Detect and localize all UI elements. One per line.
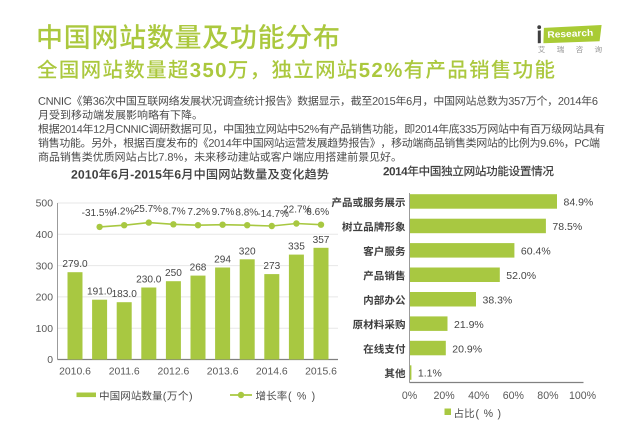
- svg-text:6.6%: 6.6%: [306, 207, 329, 218]
- svg-text:-31.5%: -31.5%: [82, 208, 114, 219]
- svg-text:84.9%: 84.9%: [564, 197, 594, 209]
- svg-text:0%: 0%: [402, 390, 418, 402]
- svg-text:279.0: 279.0: [62, 259, 88, 270]
- svg-text:300: 300: [36, 261, 54, 272]
- svg-text:268: 268: [190, 263, 207, 274]
- svg-text:2012.6: 2012.6: [158, 367, 190, 378]
- svg-text:80%: 80%: [537, 390, 559, 402]
- svg-text:2014.6: 2014.6: [256, 367, 288, 378]
- svg-text:52.0%: 52.0%: [506, 270, 536, 282]
- svg-text:357: 357: [313, 235, 330, 246]
- svg-text:22.7%: 22.7%: [283, 205, 311, 216]
- svg-text:0: 0: [47, 355, 53, 366]
- svg-text:230.0: 230.0: [136, 275, 162, 286]
- svg-text:8.7%: 8.7%: [163, 207, 186, 218]
- svg-text:400: 400: [36, 230, 54, 241]
- svg-text:7.2%: 7.2%: [187, 207, 210, 218]
- svg-text:100: 100: [36, 324, 54, 335]
- svg-text:1.1%: 1.1%: [418, 368, 442, 380]
- svg-text:( % ): ( % ): [476, 408, 502, 420]
- svg-text:-14.7%: -14.7%: [257, 209, 289, 220]
- svg-text:9.7%: 9.7%: [212, 207, 235, 218]
- svg-text:2015.6: 2015.6: [305, 367, 337, 378]
- svg-text:294: 294: [214, 255, 231, 266]
- svg-text:2011.6: 2011.6: [109, 367, 140, 378]
- svg-text:250: 250: [165, 268, 182, 279]
- svg-text:2013.6: 2013.6: [207, 367, 239, 378]
- svg-text:Research: Research: [547, 28, 594, 40]
- svg-text:183.0: 183.0: [112, 289, 138, 300]
- svg-text:25.7%: 25.7%: [134, 204, 162, 215]
- svg-text:20%: 20%: [433, 390, 455, 402]
- svg-text:60.4%: 60.4%: [521, 246, 551, 258]
- svg-text:38.3%: 38.3%: [483, 294, 513, 306]
- svg-text:20.9%: 20.9%: [452, 343, 482, 355]
- svg-text:335: 335: [288, 242, 305, 253]
- svg-text:200: 200: [36, 293, 54, 304]
- svg-text:2010.6: 2010.6: [59, 367, 91, 378]
- svg-text:60%: 60%: [503, 390, 525, 402]
- svg-text:40%: 40%: [468, 390, 490, 402]
- svg-text:4.2%: 4.2%: [112, 207, 135, 218]
- svg-text:100%: 100%: [569, 390, 597, 402]
- svg-text:273: 273: [263, 261, 280, 272]
- svg-text:( % ): ( % ): [288, 390, 316, 402]
- svg-text:191.0: 191.0: [87, 287, 113, 298]
- svg-text:21.9%: 21.9%: [454, 319, 484, 331]
- svg-text:8.8%: 8.8%: [235, 208, 258, 219]
- svg-text:500: 500: [36, 199, 54, 210]
- svg-text:78.5%: 78.5%: [552, 221, 582, 233]
- svg-text:320: 320: [239, 246, 256, 257]
